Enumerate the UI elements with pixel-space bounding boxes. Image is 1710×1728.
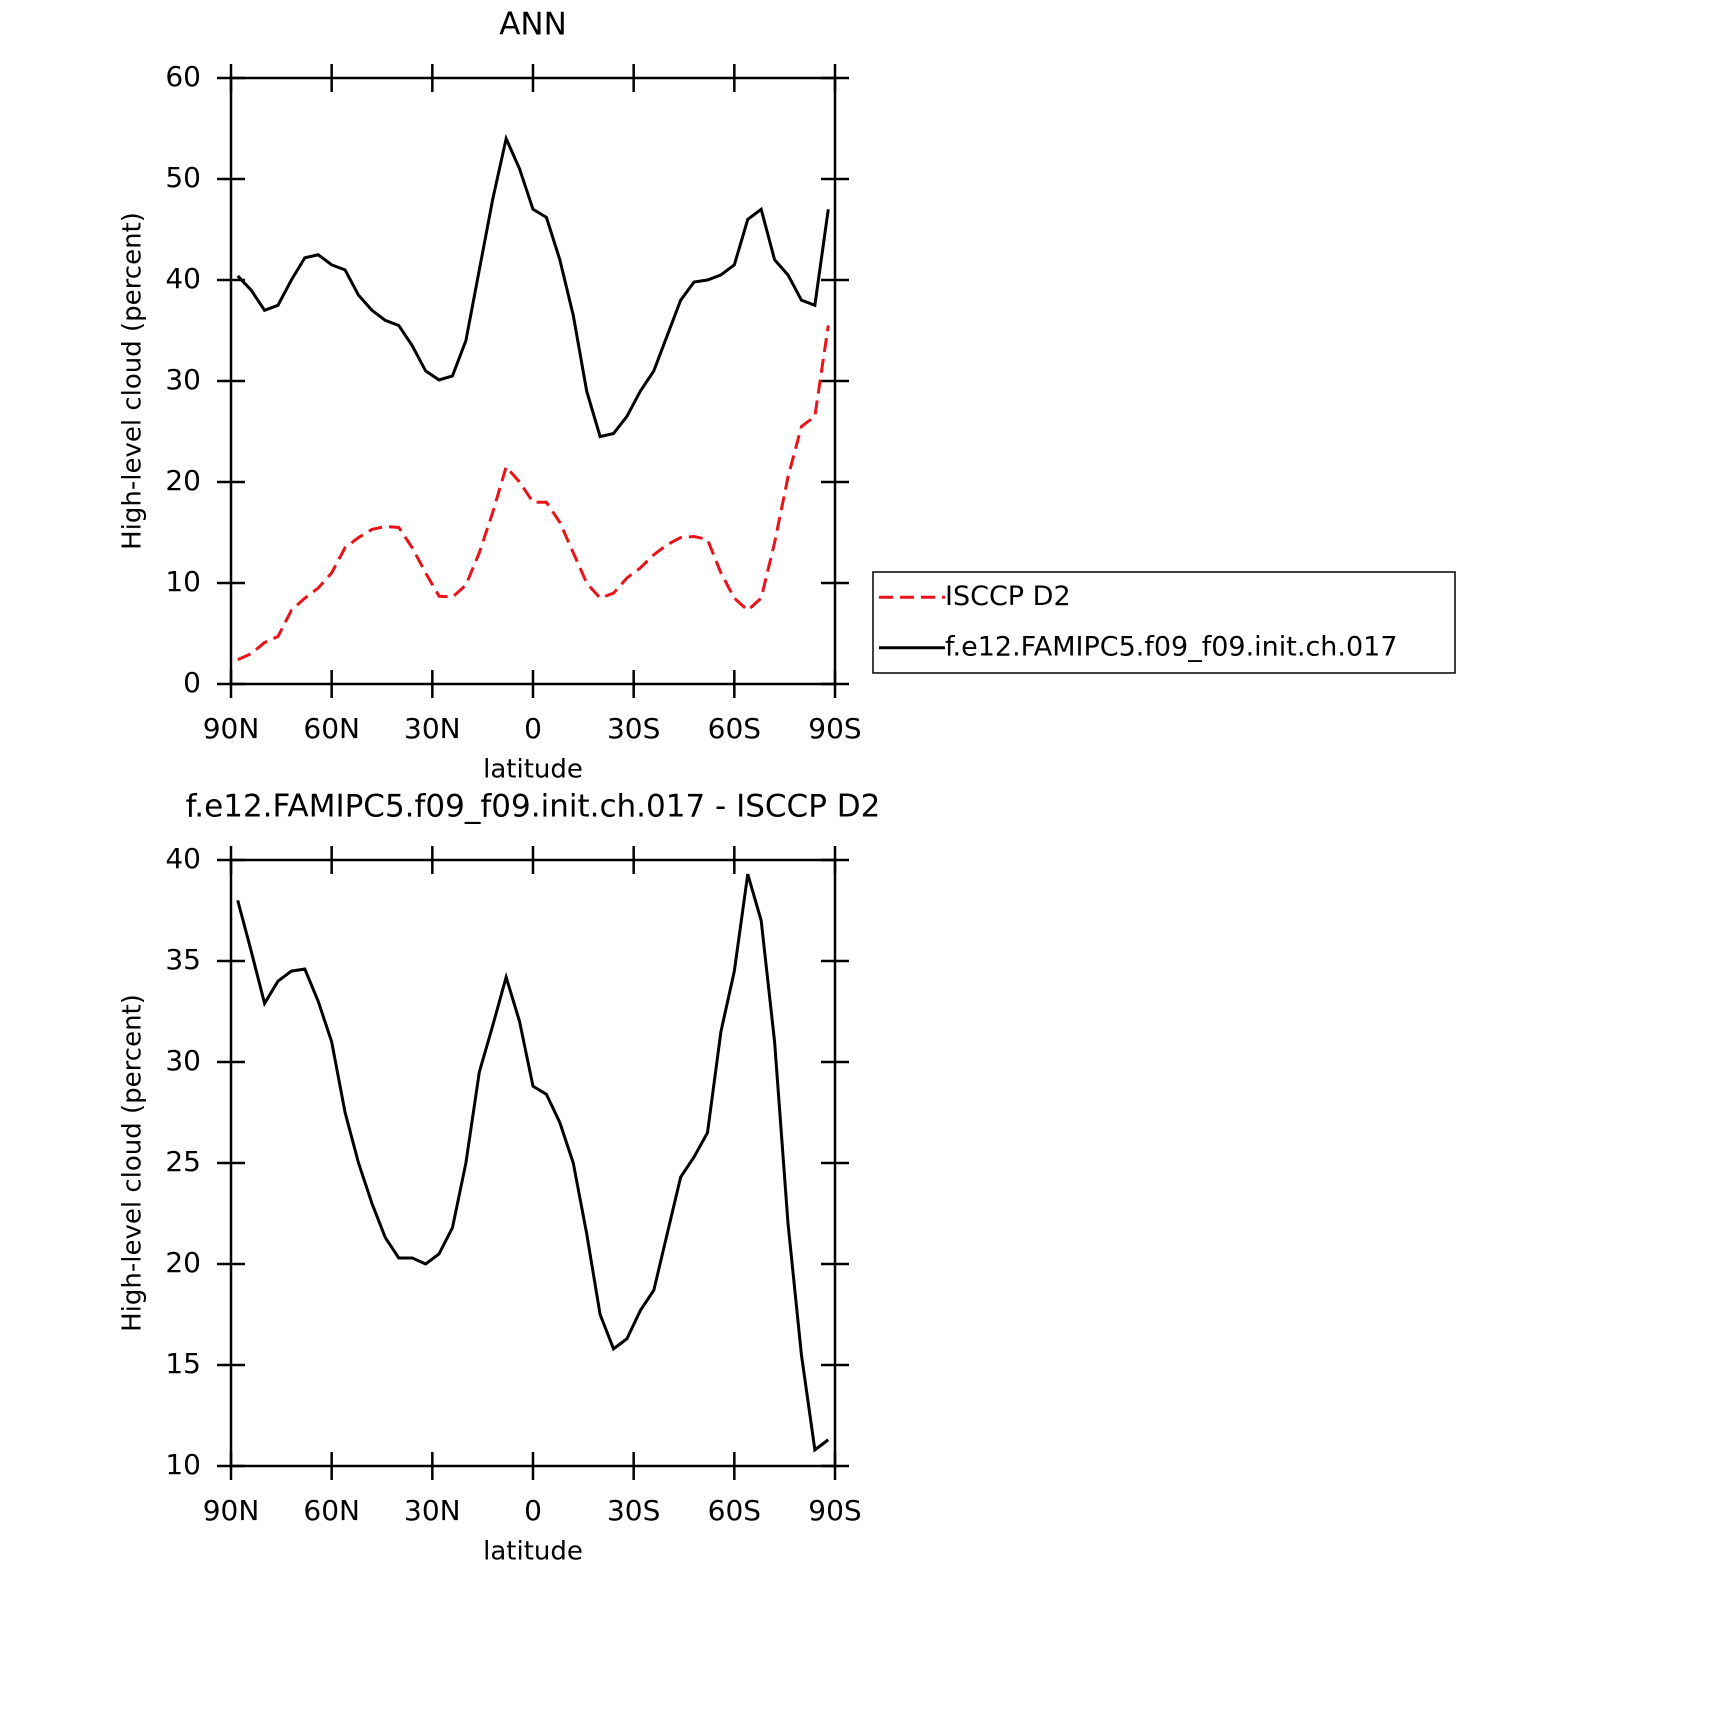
y-tick-label: 30 [165,1044,201,1077]
y-axis-label: High-level cloud (percent) [118,994,148,1332]
y-tick-label: 60 [165,60,201,93]
x-tick-label: 30S [607,1494,660,1527]
x-tick-label: 30N [404,1494,461,1527]
x-tick-label: 90S [808,712,861,745]
y-tick-label: 20 [165,1246,201,1279]
x-tick-label: 60N [303,1494,360,1527]
y-tick-label: 40 [165,262,201,295]
x-tick-label: 30S [607,712,660,745]
legend-label: f.e12.FAMIPC5.f09_f09.init.ch.017 [945,631,1398,662]
y-tick-label: 25 [165,1145,201,1178]
x-tick-label: 90N [203,712,260,745]
y-tick-label: 15 [165,1347,201,1380]
y-tick-label: 50 [165,161,201,194]
x-tick-label: 90S [808,1494,861,1527]
chart-title: ANN [499,7,567,43]
plot-frame [229,858,837,1468]
data-line [237,325,830,662]
data-line [236,873,830,1453]
x-tick-label: 60S [708,712,761,745]
x-axis-label: latitude [483,755,583,785]
y-tick-label: 40 [165,842,201,875]
x-tick-label: 0 [524,1494,542,1527]
x-tick-label: 60N [303,712,360,745]
x-tick-label: 0 [524,712,542,745]
plot-frame [229,76,837,686]
x-tick-label: 90N [203,1494,260,1527]
x-axis-label: latitude [483,1537,583,1567]
y-axis-label: High-level cloud (percent) [118,212,148,550]
chart-title: f.e12.FAMIPC5.f09_f09.init.ch.017 - ISCC… [186,789,881,825]
y-tick-label: 10 [165,1448,201,1481]
x-tick-label: 30N [404,712,461,745]
legend-box [872,571,1456,674]
data-line [236,133,830,439]
legend-label: ISCCP D2 [945,581,1071,612]
y-tick-label: 10 [165,565,201,598]
x-tick-label: 60S [708,1494,761,1527]
y-tick-label: 30 [165,363,201,396]
y-tick-label: 0 [183,666,201,699]
y-tick-label: 20 [165,464,201,497]
y-tick-label: 35 [165,943,201,976]
